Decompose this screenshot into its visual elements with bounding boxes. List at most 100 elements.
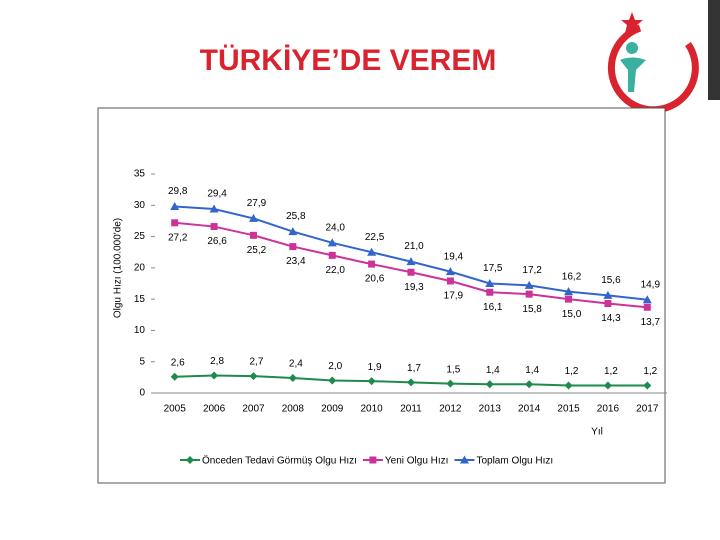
data-point — [288, 227, 298, 236]
value-label: 13,7 — [641, 317, 661, 328]
data-point — [525, 380, 534, 389]
data-point — [486, 288, 494, 296]
value-label: 17,5 — [483, 263, 503, 274]
x-tick-label: 2009 — [321, 404, 344, 415]
legend-marker — [186, 456, 194, 464]
x-tick-label: 2016 — [597, 404, 620, 415]
data-point — [170, 202, 180, 211]
data-point — [524, 280, 534, 289]
value-label: 2,0 — [328, 361, 342, 372]
y-tick-label: 10 — [134, 325, 146, 336]
value-label: 1,2 — [643, 366, 657, 377]
y-tick-label: 25 — [134, 231, 146, 242]
value-label: 1,7 — [407, 363, 421, 374]
value-label: 1,2 — [604, 366, 618, 377]
value-label: 26,6 — [207, 236, 227, 247]
chart-frame — [97, 107, 666, 484]
data-point — [604, 300, 612, 308]
value-label: 15,8 — [522, 304, 542, 315]
value-label: 17,2 — [522, 265, 542, 276]
data-point — [407, 378, 415, 387]
legend-item: Önceden Tedavi Görmüş Olgu Hızı — [180, 455, 357, 467]
data-point — [170, 372, 179, 381]
value-label: 2,7 — [250, 357, 264, 368]
value-label: 29,4 — [207, 189, 227, 200]
logo — [607, 12, 699, 114]
data-point — [209, 204, 219, 213]
y-tick-label: 30 — [134, 200, 146, 211]
data-point — [248, 213, 258, 222]
y-axis-label: Olgu Hızı (100.000'de) — [113, 218, 124, 318]
x-tick-label: 2015 — [557, 404, 580, 415]
data-point — [446, 379, 455, 388]
value-label: 27,2 — [168, 232, 188, 243]
legend-label: Toplam Olgu Hızı — [476, 456, 553, 467]
data-point — [407, 268, 415, 276]
data-point — [328, 251, 336, 259]
y-tick-label: 5 — [139, 356, 145, 367]
value-label: 19,3 — [404, 282, 424, 293]
value-label: 17,9 — [444, 291, 464, 302]
value-label: 2,4 — [289, 359, 303, 370]
value-label: 15,0 — [562, 309, 582, 320]
side-bar — [708, 0, 720, 100]
x-tick-label: 2005 — [164, 404, 187, 415]
legend-label: Yeni Olgu Hızı — [385, 456, 449, 467]
value-label: 27,9 — [247, 198, 267, 209]
value-label: 16,2 — [562, 271, 582, 282]
x-tick-label: 2010 — [360, 404, 383, 415]
data-point — [445, 267, 455, 276]
data-point — [210, 223, 218, 231]
data-point — [643, 381, 652, 390]
data-point — [367, 247, 377, 256]
x-tick-label: 2014 — [518, 404, 541, 415]
x-tick-label: 2006 — [203, 404, 226, 415]
data-point — [367, 377, 376, 386]
data-point — [485, 380, 494, 389]
value-label: 25,8 — [286, 211, 306, 222]
value-label: 22,0 — [325, 265, 345, 276]
value-label: 24,0 — [325, 222, 345, 233]
value-label: 22,5 — [365, 232, 385, 243]
value-label: 1,2 — [565, 366, 579, 377]
value-label: 20,6 — [365, 274, 385, 285]
x-tick-label: 2008 — [282, 404, 305, 415]
data-point — [327, 238, 337, 247]
legend-marker — [369, 456, 377, 464]
legend-item: Yeni Olgu Hızı — [362, 456, 449, 467]
data-point — [642, 295, 652, 304]
y-tick-label: 35 — [134, 169, 146, 180]
value-label: 25,2 — [247, 245, 267, 256]
data-point — [603, 290, 613, 299]
data-point — [643, 303, 651, 311]
data-point — [565, 295, 573, 303]
data-point — [564, 287, 574, 296]
value-label: 1,4 — [486, 365, 500, 376]
data-point — [485, 279, 495, 287]
legend-item: Toplam Olgu Hızı — [454, 455, 553, 467]
x-axis-label: Yıl — [591, 427, 603, 438]
value-label: 1,4 — [525, 365, 539, 376]
data-point — [249, 231, 257, 239]
y-tick-label: 0 — [139, 388, 145, 399]
data-point — [328, 376, 337, 385]
data-point — [564, 381, 573, 390]
legend-label: Önceden Tedavi Görmüş Olgu Hızı — [202, 455, 357, 467]
value-label: 14,3 — [601, 313, 621, 324]
x-tick-label: 2011 — [400, 404, 422, 415]
x-tick-label: 2007 — [242, 404, 265, 415]
x-tick-label: 2013 — [479, 404, 502, 415]
value-label: 2,8 — [210, 356, 224, 367]
y-tick-label: 20 — [134, 262, 146, 273]
value-label: 16,1 — [483, 302, 503, 313]
value-label: 2,6 — [171, 357, 185, 368]
x-tick-label: 2012 — [439, 404, 462, 415]
data-point — [171, 219, 179, 227]
value-label: 21,0 — [404, 241, 424, 252]
data-point — [525, 290, 533, 298]
value-label: 23,4 — [286, 256, 306, 267]
data-point — [289, 243, 297, 251]
value-label: 29,8 — [168, 186, 188, 197]
value-label: 1,5 — [446, 364, 460, 375]
